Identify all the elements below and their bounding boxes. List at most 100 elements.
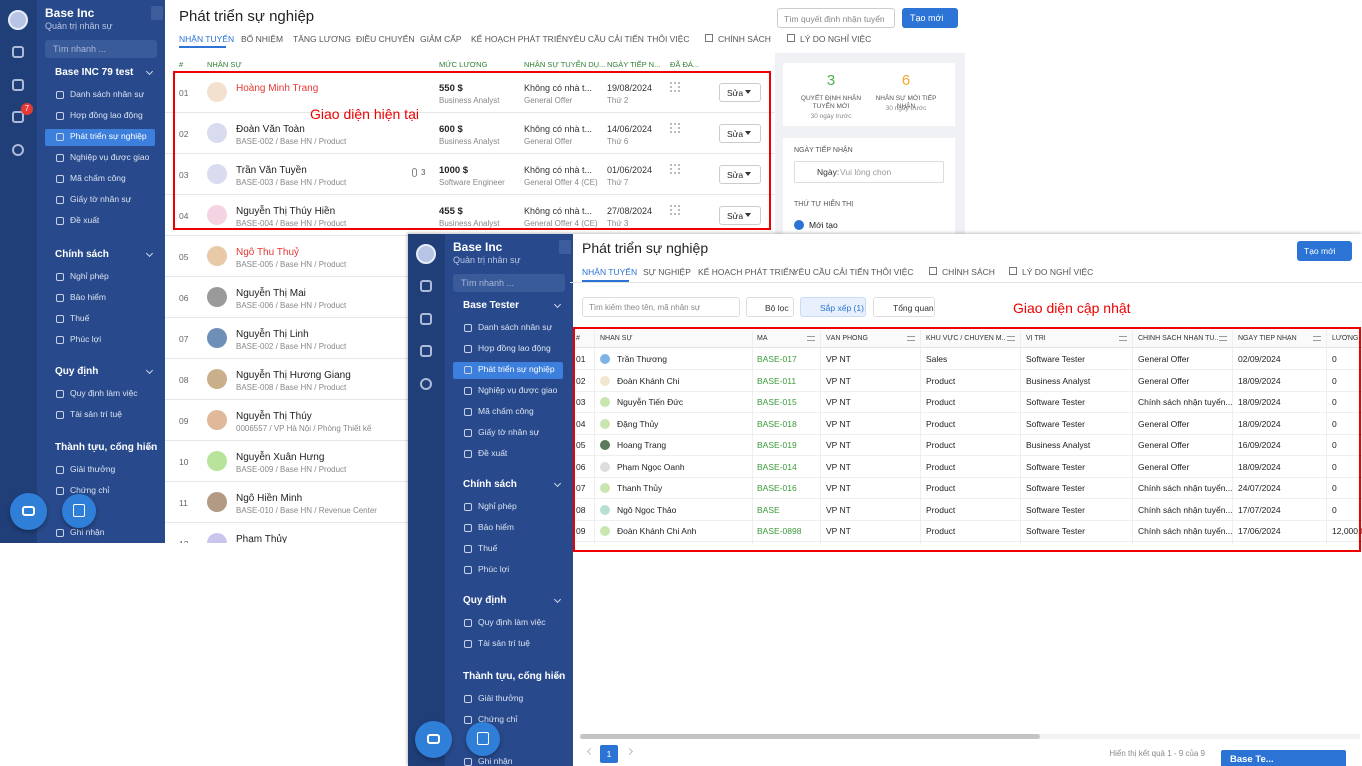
tab[interactable]: THÔI VIỆC — [871, 267, 914, 277]
search[interactable]: Tìm nhanh ... — [453, 274, 565, 292]
menu-item[interactable]: Ghi nhận — [478, 756, 513, 766]
collapse-button[interactable] — [151, 6, 163, 20]
menu-item[interactable]: Quy định làm việc — [478, 617, 546, 627]
cell[interactable]: BASE-016 — [757, 483, 797, 493]
page-number[interactable]: 1 — [600, 745, 618, 763]
column-filter-icon[interactable] — [1219, 336, 1227, 341]
group-title[interactable]: Base Tester — [463, 300, 519, 311]
cell[interactable]: BASE — [757, 504, 780, 515]
employee-name[interactable]: Nguyễn Thị Hương Giang — [236, 370, 351, 381]
group-title[interactable]: Thành tựu, cống hiến — [55, 442, 158, 453]
employee-name[interactable]: Đoàn Văn Toàn — [236, 124, 305, 135]
menu-item[interactable]: Bảo hiểm — [70, 292, 106, 302]
menu-item[interactable]: Chứng chỉ — [478, 714, 518, 724]
tab[interactable]: GIẢM CẤP — [420, 34, 462, 44]
employee-name[interactable]: Nguyễn Thị Thúy Hiền — [236, 206, 336, 217]
menu-item[interactable]: Nghiệp vụ được giao — [478, 385, 558, 395]
employee-name[interactable]: Phạm Thủy — [236, 534, 287, 543]
menu-item[interactable]: Nghỉ phép — [70, 271, 109, 281]
employee-name[interactable]: Ngô Hiền Minh — [236, 493, 303, 504]
create-button[interactable]: Tạo mới — [902, 8, 958, 28]
menu-item[interactable]: Ghi nhận — [70, 527, 105, 537]
tab[interactable]: NHẬN TUYỂN — [582, 267, 638, 277]
column-filter-icon[interactable] — [1313, 336, 1321, 341]
employee-name[interactable]: Đặng Thủy — [617, 418, 659, 429]
employee-name[interactable]: Phạm Ngọc Oanh — [617, 461, 685, 472]
menu-item[interactable]: Phát triển sự nghiệp — [478, 364, 555, 374]
tab[interactable]: LÝ DO NGHỈ VIỆC — [800, 34, 872, 44]
group-title[interactable]: Base INC 79 test — [55, 67, 134, 78]
tab[interactable]: LÝ DO NGHỈ VIỆC — [1022, 267, 1094, 277]
settings-icon[interactable] — [420, 313, 432, 325]
group-title[interactable]: Chính sách — [463, 479, 517, 490]
prev-page[interactable] — [586, 747, 595, 756]
search[interactable]: Tìm kiếm theo tên, mã nhân sự — [582, 297, 740, 317]
menu-item[interactable]: Tài sản trí tuệ — [478, 638, 530, 648]
menu-item[interactable]: Thuế — [70, 313, 90, 323]
add-icon[interactable] — [420, 378, 432, 390]
group-title[interactable]: Chính sách — [55, 249, 109, 260]
home-icon[interactable] — [12, 46, 24, 58]
menu-item[interactable]: Mã chấm công — [70, 173, 126, 183]
menu-item[interactable]: Giấy tờ nhân sự — [70, 194, 132, 204]
menu-item[interactable]: Giải thưởng — [70, 464, 116, 474]
tab[interactable]: BỔ NHIỆM — [241, 34, 284, 44]
employee-name[interactable]: Hoàng Minh Trang — [236, 83, 319, 94]
employee-name[interactable]: Trần Văn Tuyền — [236, 165, 307, 176]
menu-item[interactable]: Mã chấm công — [478, 406, 534, 416]
tab[interactable]: ĐIỀU CHUYỂN — [356, 34, 415, 44]
menu-item[interactable]: Danh sách nhân sự — [478, 322, 553, 332]
cell[interactable]: BASE-015 — [757, 397, 797, 407]
collapse-button[interactable] — [559, 240, 571, 254]
tab[interactable]: KẾ HOẠCH PHÁT TRIỂN — [698, 267, 795, 277]
home-icon[interactable] — [420, 280, 432, 292]
menu-item[interactable]: Tài sản trí tuệ — [70, 409, 122, 419]
menu-item[interactable]: Bảo hiểm — [478, 522, 514, 532]
menu-item[interactable]: Hợp đồng lao động — [70, 110, 143, 120]
chat-button[interactable] — [10, 493, 47, 530]
employee-name[interactable]: Nguyễn Thị Mai — [236, 288, 306, 299]
tab[interactable]: CHÍNH SÁCH — [718, 34, 771, 44]
group-title[interactable]: Quy định — [55, 366, 99, 377]
edit-button[interactable]: Sửa — [719, 83, 761, 102]
employee-name[interactable]: Trần Thương — [617, 354, 668, 364]
settings-icon[interactable] — [12, 79, 24, 91]
employee-name[interactable]: Nguyễn Thị Thúy — [236, 411, 312, 422]
cell[interactable]: BASE-011 — [757, 375, 797, 386]
menu-item[interactable]: Giấy tờ nhân sự — [478, 427, 540, 437]
cell[interactable]: BASE-014 — [757, 461, 797, 472]
employee-name[interactable]: Thanh Thủy — [617, 483, 663, 493]
overview-button[interactable]: Tổng quan — [873, 297, 935, 317]
cell[interactable]: BASE-018 — [757, 418, 797, 429]
menu-item[interactable]: Đề xuất — [478, 448, 508, 458]
cell[interactable]: BASE-019 — [757, 440, 797, 450]
radio[interactable] — [794, 220, 804, 230]
edit-button[interactable]: Sửa — [719, 124, 761, 143]
column-filter-icon[interactable] — [907, 336, 915, 341]
edit-button[interactable]: Sửa — [719, 206, 761, 225]
employee-name[interactable]: Nguyễn Tiến Đức — [617, 397, 684, 407]
scrollbar-thumb[interactable] — [580, 734, 1040, 739]
task-button[interactable] — [62, 494, 96, 528]
tab[interactable]: KẾ HOẠCH PHÁT TRIỂN — [471, 34, 568, 44]
menu-item[interactable]: Nghỉ phép — [478, 501, 517, 511]
group-title[interactable]: Thành tựu, cống hiến — [463, 671, 566, 682]
menu-item[interactable]: Hợp đồng lao động — [478, 343, 551, 353]
create-button[interactable]: Tạo mới — [1297, 241, 1352, 261]
menu-item[interactable]: Giải thưởng — [478, 693, 524, 703]
tab[interactable]: SỰ NGHIỆP — [643, 267, 691, 277]
filter-button[interactable]: Bộ lọc — [746, 297, 794, 317]
edit-button[interactable]: Sửa — [719, 165, 761, 184]
menu-item[interactable]: Phúc lợi — [70, 334, 102, 344]
tab[interactable]: CHÍNH SÁCH — [942, 267, 995, 277]
employee-name[interactable]: Ngô Thu Thuỷ — [236, 247, 300, 258]
menu-item[interactable]: Đề xuất — [70, 215, 100, 225]
tab[interactable]: THÔI VIỆC — [647, 34, 690, 44]
cell[interactable]: BASE-017 — [757, 354, 797, 364]
employee-name[interactable]: Ngô Ngọc Thảo — [617, 504, 677, 515]
menu-item[interactable]: Quy định làm việc — [70, 388, 138, 398]
menu-item[interactable]: Nghiệp vụ được giao — [70, 152, 150, 162]
column-filter-icon[interactable] — [1007, 336, 1015, 341]
employee-name[interactable]: Nguyễn Thị Linh — [236, 329, 309, 340]
menu-item[interactable]: Phát triển sự nghiệp — [70, 131, 147, 141]
